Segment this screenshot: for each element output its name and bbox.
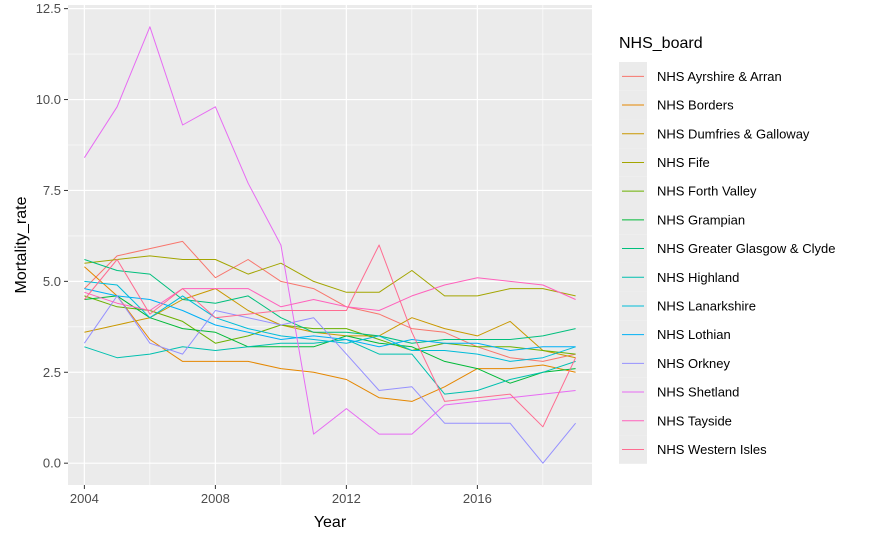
x-tick-label: 2008 bbox=[201, 491, 230, 506]
legend-label: NHS Western Isles bbox=[657, 442, 767, 457]
y-tick-label: 10.0 bbox=[36, 92, 61, 107]
legend-label: NHS Grampian bbox=[657, 212, 745, 227]
series-line bbox=[84, 288, 576, 359]
y-tick-label: 5.0 bbox=[43, 274, 61, 289]
minor-gridlines bbox=[68, 5, 592, 485]
series-line bbox=[83, 26, 576, 435]
legend: NHS_board NHS Ayrshire & Arran NHS Border… bbox=[619, 35, 835, 464]
x-tick-label: 2016 bbox=[463, 491, 492, 506]
x-axis: 2004 2008 2012 2016 bbox=[70, 485, 492, 506]
legend-label: NHS Ayrshire & Arran bbox=[657, 69, 782, 84]
x-tick-label: 2004 bbox=[70, 491, 99, 506]
series-lines bbox=[83, 26, 577, 464]
series-line bbox=[84, 280, 576, 362]
legend-items: NHS Ayrshire & Arran NHS Borders NHS Dumfr… bbox=[619, 62, 835, 464]
x-axis-title: Year bbox=[314, 514, 347, 531]
y-tick-label: 7.5 bbox=[43, 183, 61, 198]
series-line bbox=[84, 288, 576, 351]
legend-label: NHS Shetland bbox=[657, 385, 739, 400]
major-gridlines bbox=[68, 5, 592, 485]
legend-title: NHS_board bbox=[619, 35, 703, 52]
legend-label: NHS Highland bbox=[657, 270, 739, 285]
y-axis: 0.0 2.5 5.0 7.5 10.0 12.5 bbox=[36, 1, 68, 471]
legend-label: NHS Dumfries & Galloway bbox=[657, 126, 810, 141]
series-line bbox=[83, 295, 576, 464]
series-line bbox=[84, 259, 576, 344]
series-line bbox=[84, 255, 576, 297]
x-tick-label: 2012 bbox=[332, 491, 361, 506]
legend-label: NHS Lothian bbox=[657, 327, 731, 342]
y-axis-title: Mortality_rate bbox=[13, 196, 30, 293]
legend-label: NHS Fife bbox=[657, 155, 710, 170]
y-tick-label: 2.5 bbox=[43, 365, 61, 380]
y-tick-label: 12.5 bbox=[36, 1, 61, 16]
panel-background bbox=[68, 5, 592, 485]
series-line bbox=[84, 277, 576, 311]
series-line bbox=[84, 244, 577, 428]
legend-label: NHS Orkney bbox=[657, 356, 730, 371]
legend-label: NHS Borders bbox=[657, 98, 734, 113]
y-tick-label: 0.0 bbox=[43, 456, 61, 471]
legend-label: NHS Lanarkshire bbox=[657, 298, 756, 313]
legend-label: NHS Forth Valley bbox=[657, 184, 757, 199]
series-line bbox=[84, 240, 576, 362]
legend-label: NHS Greater Glasgow & Clyde bbox=[657, 241, 835, 256]
legend-label: NHS Tayside bbox=[657, 413, 732, 428]
